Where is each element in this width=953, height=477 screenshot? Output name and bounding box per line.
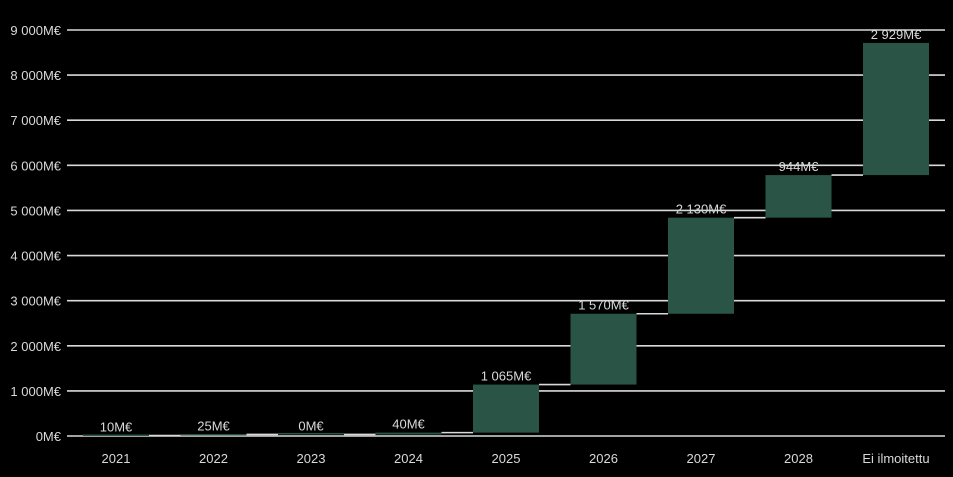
x-tick-label: Ei ilmoitettu bbox=[862, 451, 929, 466]
bar-2024 bbox=[375, 432, 442, 435]
x-tick-label: 2025 bbox=[492, 451, 521, 466]
connectors bbox=[149, 174, 863, 437]
bar-2026 bbox=[570, 313, 637, 385]
data-label: 2 929M€ bbox=[871, 27, 922, 42]
gridlines bbox=[67, 29, 945, 437]
bar-2022 bbox=[180, 434, 247, 436]
data-label: 0M€ bbox=[298, 418, 324, 433]
x-tick-label: 2023 bbox=[297, 451, 326, 466]
x-tick-label: 2024 bbox=[394, 451, 423, 466]
y-tick-label: 6 000M€ bbox=[10, 158, 61, 173]
data-label: 40M€ bbox=[392, 417, 425, 432]
data-label: 944M€ bbox=[779, 159, 820, 174]
y-tick-label: 8 000M€ bbox=[10, 68, 61, 83]
x-tick-label: 2021 bbox=[102, 451, 131, 466]
data-label: 2 130M€ bbox=[676, 202, 727, 217]
x-tick-label: 2028 bbox=[784, 451, 813, 466]
y-tick-label: 5 000M€ bbox=[10, 203, 61, 218]
data-label: 10M€ bbox=[100, 420, 133, 435]
bar-2025 bbox=[473, 384, 539, 433]
x-axis-ticks: 2021 2022 2023 2024 2025 2026 2027 2028 Ei ilmoi… bbox=[102, 451, 930, 466]
x-tick-label: 2027 bbox=[687, 451, 716, 466]
y-tick-label: 3 000M€ bbox=[10, 294, 61, 309]
bar-2027 bbox=[668, 217, 734, 314]
bar-2021 bbox=[83, 434, 149, 436]
data-label: 1 065M€ bbox=[481, 369, 532, 384]
bar-2028 bbox=[765, 175, 832, 218]
y-tick-label: 0M€ bbox=[36, 429, 62, 444]
y-tick-label: 4 000M€ bbox=[10, 249, 61, 264]
data-label: 1 570M€ bbox=[578, 298, 629, 313]
bars bbox=[83, 42, 929, 436]
y-tick-label: 7 000M€ bbox=[10, 113, 61, 128]
y-tick-label: 1 000M€ bbox=[10, 384, 61, 399]
y-tick-label: 2 000M€ bbox=[10, 339, 61, 354]
data-labels: 10M€ 25M€ 0M€ 40M€ 1 065M€ 1 570M€ 2 130M€ 944M… bbox=[100, 27, 922, 435]
y-tick-label: 9 000M€ bbox=[10, 23, 61, 38]
y-axis-ticks: 0M€ 1 000M€ 2 000M€ 3 000M€ 4 000M€ 5 000M€ 6 … bbox=[10, 23, 61, 444]
x-tick-label: 2022 bbox=[199, 451, 228, 466]
data-label: 25M€ bbox=[197, 418, 230, 433]
bar-ei-ilmoitettu bbox=[863, 42, 929, 176]
bar-2023 bbox=[278, 432, 344, 435]
x-tick-label: 2026 bbox=[589, 451, 618, 466]
